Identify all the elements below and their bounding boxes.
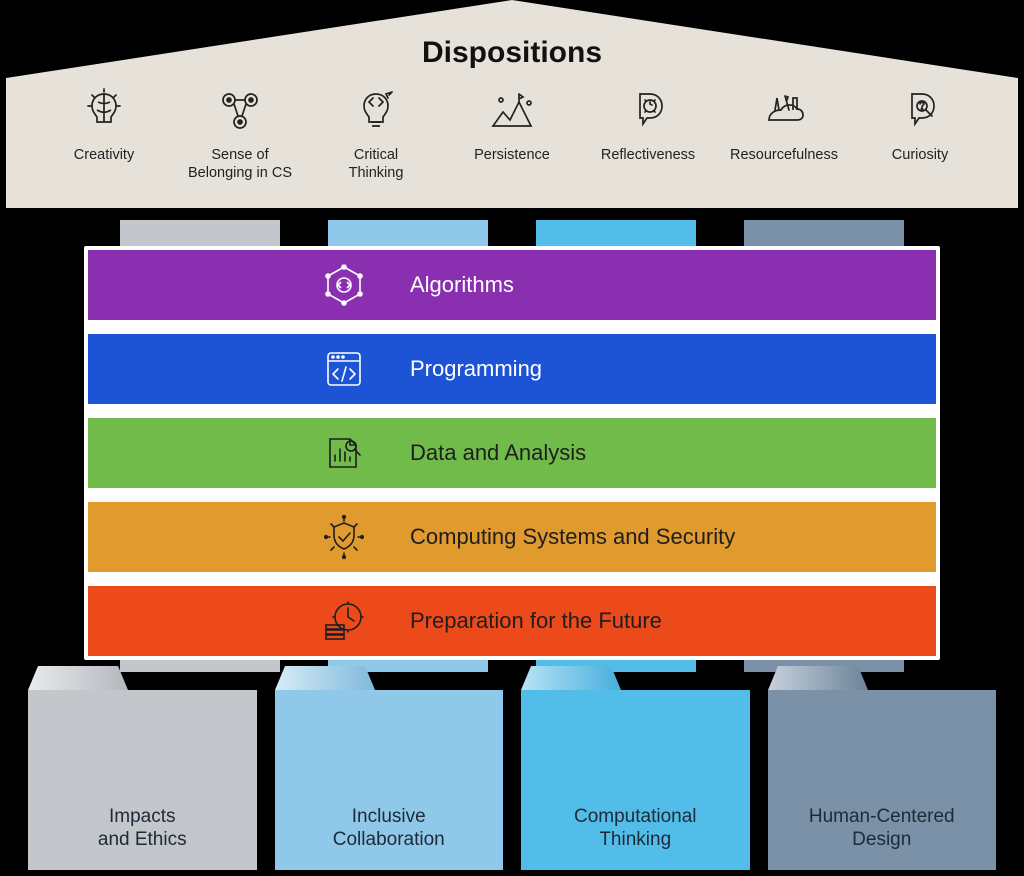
- dispositions-row: Creativity Sense of Belonging in CS Crit…: [36, 86, 988, 182]
- disposition-label: Curiosity: [892, 147, 948, 164]
- strand-label: Computing Systems and Security: [410, 524, 735, 550]
- disposition-label: Creativity: [74, 147, 134, 164]
- strand-bars: Algorithms Programming Data and Analysis…: [84, 246, 940, 660]
- future-icon: [320, 597, 368, 645]
- persistence-icon: [487, 86, 537, 141]
- disposition-curiosity: Curiosity: [852, 86, 988, 182]
- disposition-resourcefulness: Resourcefulness: [716, 86, 852, 182]
- reflectiveness-icon: [623, 86, 673, 141]
- disposition-label: Sense of Belonging in CS: [188, 147, 292, 182]
- strand-bar-preparation-for-the-future: Preparation for the Future: [88, 586, 936, 656]
- disposition-belonging: Sense of Belonging in CS: [172, 86, 308, 182]
- belonging-icon: [215, 86, 265, 141]
- strand-bar-computing-systems-and-security: Computing Systems and Security: [88, 502, 936, 572]
- strand-bar-data-and-analysis: Data and Analysis: [88, 418, 936, 488]
- creativity-icon: [79, 86, 129, 141]
- disposition-label: Critical Thinking: [349, 147, 404, 182]
- foundation-top-bevel: [768, 666, 868, 690]
- foundation-impacts-and-ethics: Impacts and Ethics: [28, 666, 257, 870]
- foundation-inclusive-collaboration: Inclusive Collaboration: [275, 666, 504, 870]
- critical-thinking-icon: [351, 86, 401, 141]
- resourcefulness-icon: [759, 86, 809, 141]
- disposition-reflectiveness: Reflectiveness: [580, 86, 716, 182]
- data-icon: [320, 429, 368, 477]
- strand-bar-algorithms: Algorithms: [88, 250, 936, 320]
- disposition-creativity: Creativity: [36, 86, 172, 182]
- foundation-label: Human-Centered Design: [809, 806, 955, 852]
- strand-label: Programming: [410, 356, 542, 382]
- strand-label: Data and Analysis: [410, 440, 586, 466]
- strand-bar-programming: Programming: [88, 334, 936, 404]
- strand-label: Preparation for the Future: [410, 608, 662, 634]
- curiosity-icon: [895, 86, 945, 141]
- dispositions-roof: Dispositions Creativity Sense of Belongi…: [6, 0, 1018, 240]
- disposition-label: Resourcefulness: [730, 147, 838, 164]
- foundation-row: Impacts and Ethics Inclusive Collaborati…: [28, 666, 996, 870]
- foundation-label: Inclusive Collaboration: [333, 806, 445, 852]
- disposition-label: Reflectiveness: [601, 147, 695, 164]
- programming-icon: [320, 345, 368, 393]
- disposition-persistence: Persistence: [444, 86, 580, 182]
- foundation-top-bevel: [28, 666, 128, 690]
- foundation-label: Impacts and Ethics: [98, 806, 187, 852]
- foundation-top-bevel: [275, 666, 375, 690]
- disposition-label: Persistence: [474, 147, 550, 164]
- algorithms-icon: [320, 261, 368, 309]
- foundation-human-centered-design: Human-Centered Design: [768, 666, 997, 870]
- foundation-label: Computational Thinking: [574, 806, 697, 852]
- framework-diagram: Dispositions Creativity Sense of Belongi…: [0, 0, 1024, 876]
- dispositions-title: Dispositions: [6, 36, 1018, 70]
- foundation-top-bevel: [521, 666, 621, 690]
- foundation-computational-thinking: Computational Thinking: [521, 666, 750, 870]
- strand-label: Algorithms: [410, 272, 514, 298]
- disposition-critical-thinking: Critical Thinking: [308, 86, 444, 182]
- systems-icon: [320, 513, 368, 561]
